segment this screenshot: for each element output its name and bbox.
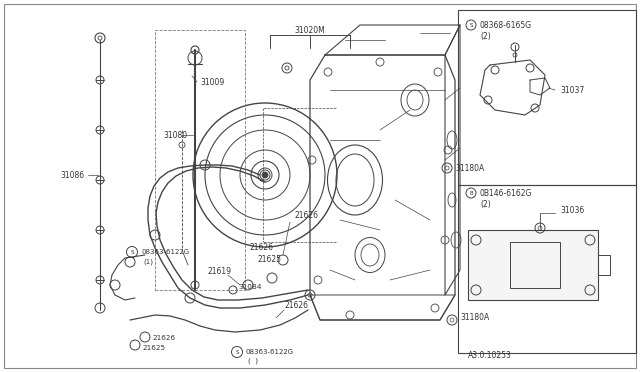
Text: 21626: 21626 xyxy=(250,244,274,253)
Text: A3.0.10253: A3.0.10253 xyxy=(468,350,512,359)
Text: 31036: 31036 xyxy=(560,205,584,215)
Text: 21626: 21626 xyxy=(152,335,175,341)
Text: 21625: 21625 xyxy=(258,256,282,264)
Text: B: B xyxy=(469,190,473,196)
Text: 31037: 31037 xyxy=(560,86,584,94)
Circle shape xyxy=(262,172,268,178)
Text: 21626: 21626 xyxy=(295,211,319,219)
Bar xyxy=(468,230,598,300)
Text: 21625: 21625 xyxy=(142,345,165,351)
Text: (2): (2) xyxy=(480,199,491,208)
Text: 0B146-6162G: 0B146-6162G xyxy=(480,189,532,198)
Bar xyxy=(458,185,636,353)
Text: 08363-6122G: 08363-6122G xyxy=(246,349,294,355)
Text: 31086: 31086 xyxy=(60,170,84,180)
Text: 21619: 21619 xyxy=(208,267,232,276)
Text: 21626: 21626 xyxy=(285,301,309,310)
Text: 31020M: 31020M xyxy=(294,26,325,35)
Text: S: S xyxy=(236,350,239,355)
Text: 08363-6122G: 08363-6122G xyxy=(141,249,189,255)
Text: S: S xyxy=(469,22,473,28)
Text: S: S xyxy=(131,250,134,254)
Text: 31180A: 31180A xyxy=(455,164,484,173)
Text: 31009: 31009 xyxy=(200,77,224,87)
Bar xyxy=(510,242,560,288)
Bar xyxy=(155,30,245,290)
Text: 08368-6165G: 08368-6165G xyxy=(480,20,532,29)
Text: (  ): ( ) xyxy=(248,358,258,364)
Text: (1): (1) xyxy=(143,259,153,265)
Text: 310B4: 310B4 xyxy=(238,284,262,290)
Text: 31180A: 31180A xyxy=(460,314,489,323)
Text: (2): (2) xyxy=(480,32,491,41)
Bar xyxy=(458,10,636,185)
Text: 31080: 31080 xyxy=(163,131,187,140)
